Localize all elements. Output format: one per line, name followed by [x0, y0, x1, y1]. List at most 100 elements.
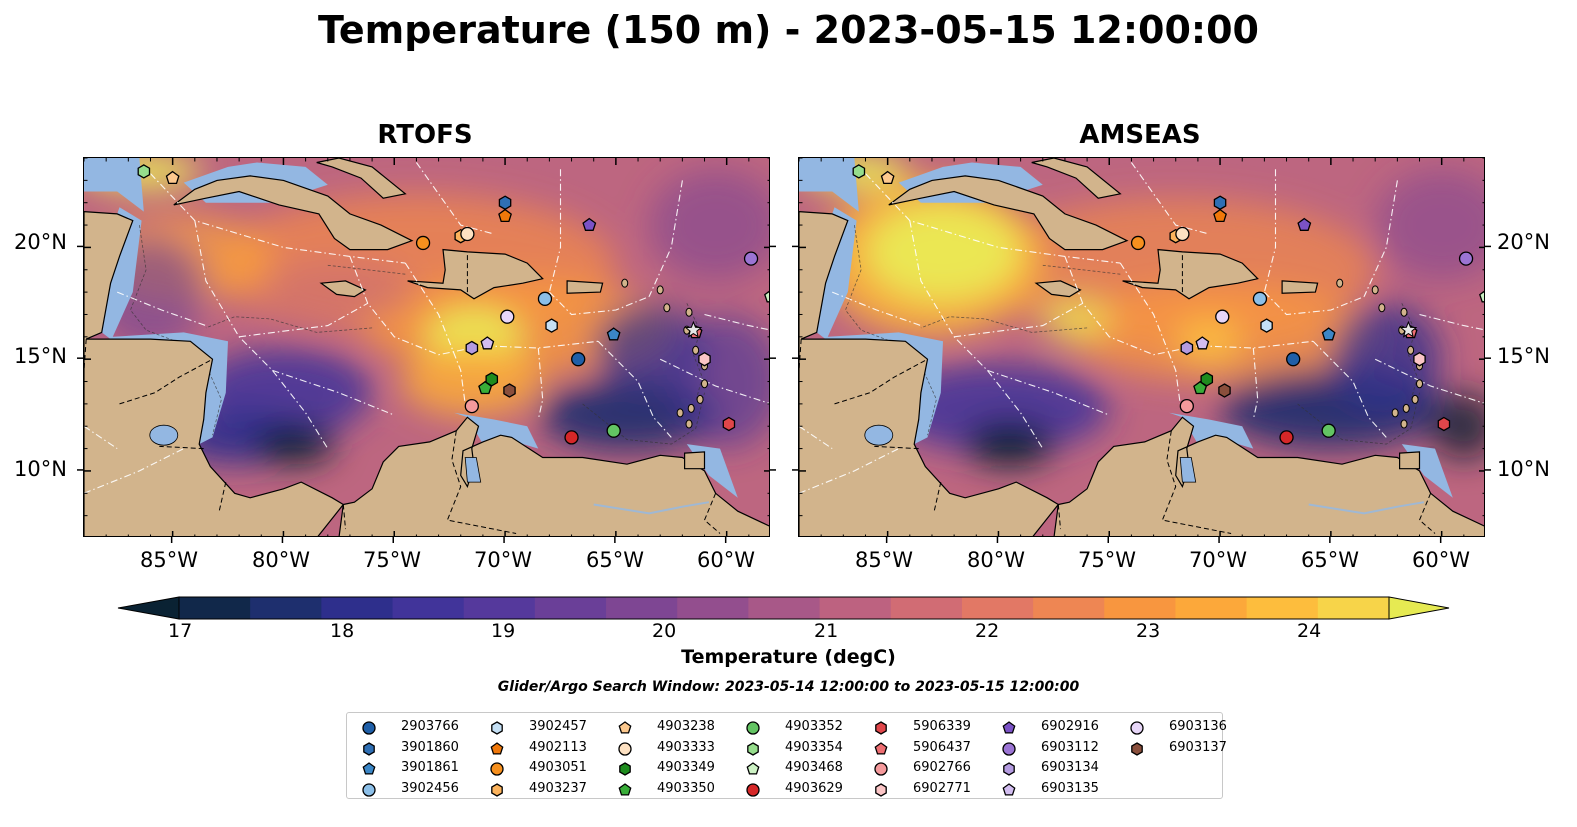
platform-3902456[interactable] [537, 291, 553, 306]
lat-tick-right-15n: 15°N [1497, 344, 1550, 368]
land-centralAmerica [799, 210, 1060, 536]
legend-label: 6902771 [913, 780, 971, 796]
platform-4903352[interactable] [1321, 423, 1336, 438]
platform-6903137[interactable] [1218, 383, 1231, 398]
lon-tick-75w-right: 75°W [1078, 548, 1136, 572]
platform-6902916[interactable] [1297, 217, 1312, 231]
cb-tick-21: 21 [814, 620, 839, 642]
legend-marker-6903112[interactable] [1002, 741, 1016, 756]
legend-marker-6902771[interactable] [875, 782, 887, 797]
legend-label: 4903238 [657, 719, 715, 734]
legend-marker-3902457[interactable] [491, 721, 503, 735]
platform-4903238[interactable] [165, 170, 180, 185]
legend-label: 4903352 [785, 719, 843, 734]
land-cuba [888, 175, 1129, 251]
land-jamaica [319, 280, 367, 298]
legend-marker-6903134[interactable] [1003, 762, 1015, 776]
platform-6902771[interactable] [1413, 351, 1426, 367]
platform-4903468[interactable] [1479, 290, 1485, 303]
platform-4903629[interactable] [1279, 430, 1294, 445]
platform-6903136[interactable] [500, 309, 515, 324]
platform-6902766[interactable] [1179, 398, 1194, 414]
hexagon-marker-icon [875, 721, 887, 735]
platform-4902113[interactable] [1213, 208, 1227, 223]
map-rtofs[interactable] [83, 157, 770, 537]
legend-marker-5906339[interactable] [875, 721, 887, 735]
platform-5906339[interactable] [1437, 416, 1451, 432]
platform-3901860[interactable] [1213, 195, 1227, 210]
platform-6903135[interactable] [1195, 336, 1210, 350]
platform-6903112[interactable] [1458, 251, 1474, 266]
circle-marker-icon [1002, 741, 1016, 756]
platform-6903134[interactable] [1180, 340, 1194, 356]
platform-2903766[interactable] [1286, 352, 1301, 367]
legend-marker-6903135[interactable] [1002, 782, 1016, 796]
legend-marker-3901861[interactable] [362, 762, 376, 775]
legend-marker-4903468[interactable] [746, 762, 760, 775]
platform-6903134[interactable] [465, 340, 479, 356]
platform-4903051[interactable] [415, 235, 431, 251]
platform-4902113[interactable] [498, 208, 512, 223]
land-bahamas [1031, 158, 1122, 199]
legend-marker-3902456[interactable] [362, 782, 376, 797]
legend-marker-4902113[interactable] [490, 741, 504, 755]
legend-label: 3901861 [401, 760, 459, 775]
platform-3901861[interactable] [606, 327, 621, 341]
land-puertoRico [1281, 280, 1319, 294]
lat-tick-left-10n: 10°N [14, 457, 67, 481]
colorbar-segment [677, 597, 749, 619]
platform-6902771[interactable] [698, 351, 711, 367]
legend-marker-4903051[interactable] [490, 762, 504, 776]
platform-6903135[interactable] [480, 336, 495, 350]
platform-4903354[interactable] [137, 164, 151, 179]
legend-marker-4903333[interactable] [618, 741, 632, 756]
platform-4903352[interactable] [606, 423, 621, 438]
land-centralAmerica [84, 210, 345, 536]
legend-marker-4903238[interactable] [618, 721, 632, 734]
platform-6903112[interactable] [743, 251, 759, 266]
legend-marker-2903766[interactable] [362, 721, 376, 735]
legend-marker-4903349[interactable] [619, 762, 631, 776]
search-window-text: Glider/Argo Search Window: 2023-05-14 12… [497, 679, 1080, 695]
platform-3902456[interactable] [1252, 291, 1268, 306]
map-amseas[interactable] [798, 157, 1485, 537]
legend-marker-4903237[interactable] [491, 782, 503, 797]
platform-2903766[interactable] [571, 352, 586, 367]
platform-6903137[interactable] [503, 383, 516, 398]
legend-label: 4903237 [529, 780, 587, 796]
platform-4903333[interactable] [1175, 226, 1190, 242]
platform-6902916[interactable] [582, 217, 597, 231]
platform-4903350[interactable] [1193, 380, 1208, 395]
platform-3901860[interactable] [498, 195, 512, 210]
legend-marker-4903350[interactable] [618, 782, 632, 796]
legend-marker-4903629[interactable] [746, 782, 760, 797]
legend-marker-4903354[interactable] [747, 741, 759, 756]
map-canvas [799, 158, 1485, 536]
legend-marker-6902916[interactable] [1002, 721, 1016, 734]
colorbar-segment [392, 597, 465, 619]
legend-marker-4903352[interactable] [746, 721, 760, 735]
legend-marker-6903136[interactable] [1130, 721, 1144, 735]
legend-label: 4903350 [657, 780, 715, 796]
platform-4903354[interactable] [852, 164, 866, 179]
legend-marker-3901860[interactable] [363, 741, 375, 756]
legend-marker-6903137[interactable] [1131, 741, 1143, 756]
platform-4903333[interactable] [460, 226, 475, 242]
platform-6902766[interactable] [464, 398, 479, 414]
platform-4903468[interactable] [764, 290, 770, 303]
platform-3902457[interactable] [1260, 318, 1273, 333]
platform-6903136[interactable] [1215, 309, 1230, 324]
pentagon-marker-icon [618, 721, 632, 734]
platform-5906339[interactable] [722, 416, 736, 432]
platform-4903238[interactable] [880, 170, 895, 185]
platform-4903350[interactable] [478, 380, 493, 395]
legend-marker-6902766[interactable] [874, 762, 888, 776]
platform-4903629[interactable] [564, 430, 579, 445]
platform-3901861[interactable] [1321, 327, 1336, 341]
legend-marker-5906437[interactable] [874, 741, 888, 755]
land-southAmerica [338, 416, 769, 536]
lon-tick-80w: 80°W [252, 548, 310, 572]
pentagon-marker-icon [746, 762, 760, 775]
platform-4903051[interactable] [1130, 235, 1146, 251]
platform-3902457[interactable] [545, 318, 558, 333]
